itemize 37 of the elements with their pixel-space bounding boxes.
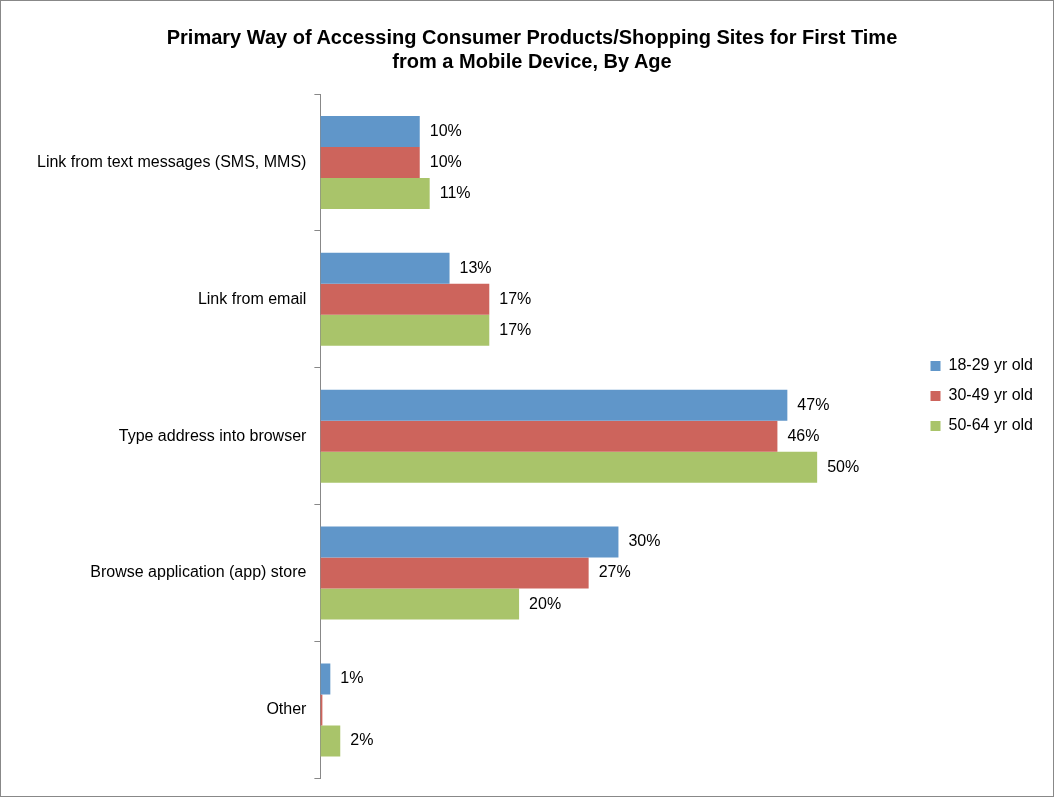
y-tick-label: Link from email	[197, 289, 307, 307]
data-label: 13%	[459, 258, 492, 276]
bar	[320, 663, 331, 695]
legend-label: 30-49 yr old	[948, 386, 1034, 404]
bar	[320, 146, 420, 178]
bar	[320, 283, 490, 315]
y-tick-label: Type address into browser	[118, 426, 308, 444]
y-tick-label: Browse application (app) store	[90, 563, 307, 581]
data-label: 10%	[429, 152, 462, 170]
data-label: 17%	[499, 289, 532, 307]
data-label: 17%	[499, 320, 532, 338]
data-label: 20%	[529, 594, 562, 612]
bar	[320, 526, 619, 558]
bar	[320, 177, 430, 209]
data-label: 1%	[340, 669, 364, 687]
bar	[320, 557, 589, 589]
legend-label: 18-29 yr old	[948, 356, 1034, 374]
data-label: 46%	[787, 426, 820, 444]
data-label: 50%	[827, 457, 860, 475]
data-label: 10%	[429, 121, 462, 139]
bar	[320, 115, 420, 147]
y-tick-label: Other	[266, 700, 308, 718]
bar	[320, 451, 818, 483]
bar	[320, 389, 788, 421]
data-label: 11%	[439, 183, 471, 201]
y-tick-label: Link from text messages (SMS, MMS)	[37, 152, 307, 170]
bar	[320, 314, 490, 346]
data-label: 47%	[797, 395, 830, 413]
bar	[320, 420, 778, 452]
bar	[320, 725, 341, 757]
data-label: 2%	[350, 731, 374, 749]
legend-label: 50-64 yr old	[948, 416, 1034, 434]
bar	[320, 588, 520, 620]
chart-title: Primary Way of Accessing Consumer Products/Shopping Sites for First Time from a Mobile Device, By Age	[166, 25, 898, 72]
data-label: 27%	[598, 563, 631, 581]
bar	[320, 252, 450, 284]
data-label: 30%	[628, 532, 661, 550]
